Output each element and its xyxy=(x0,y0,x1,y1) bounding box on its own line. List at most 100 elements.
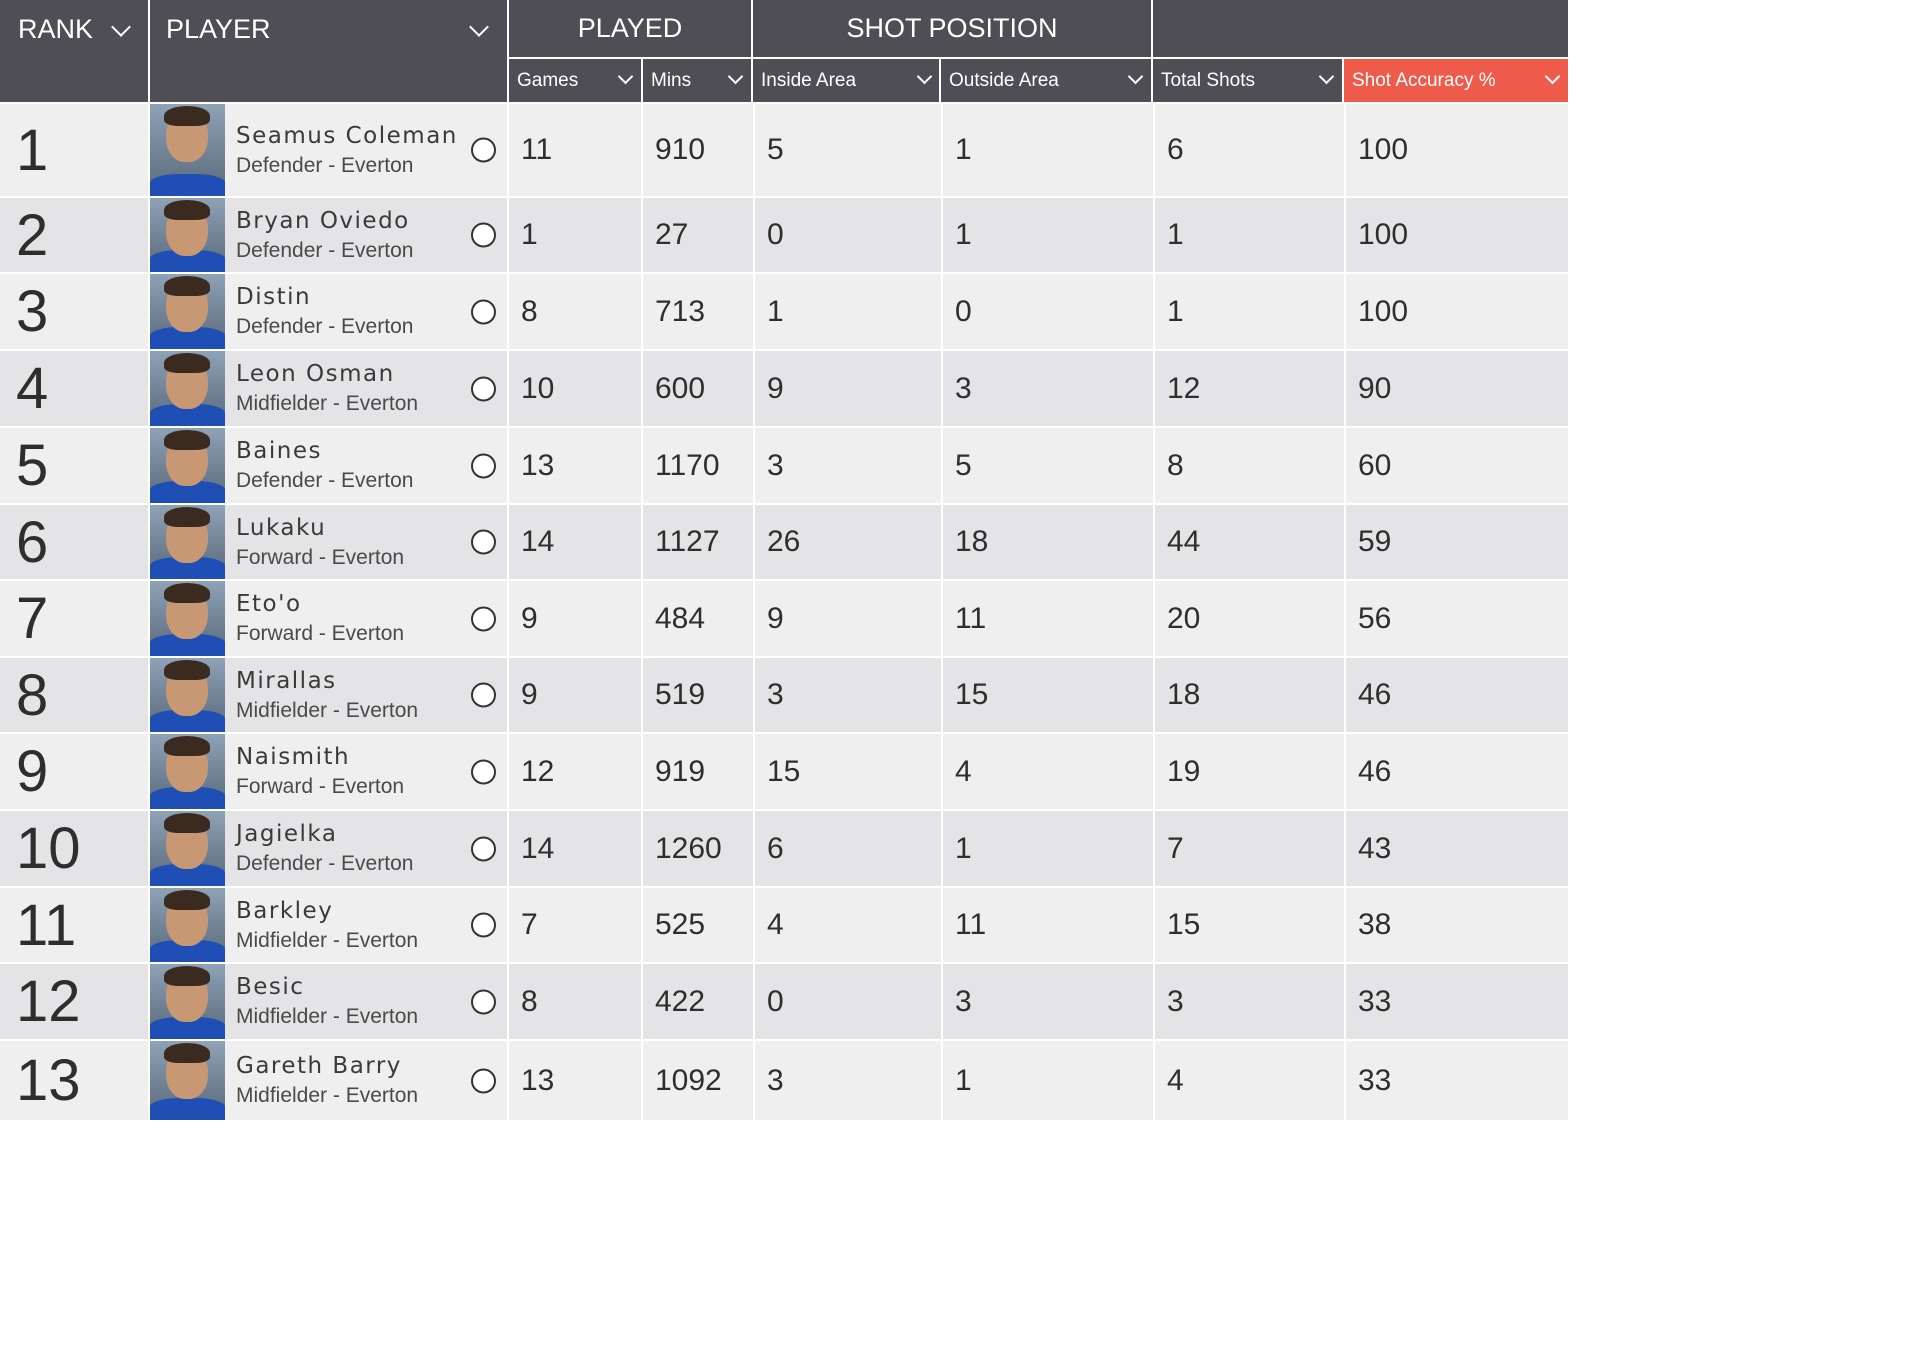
mins-cell: 422 xyxy=(643,964,755,1039)
player-cell[interactable]: Seamus Coleman Defender - Everton xyxy=(150,104,509,196)
player-name[interactable]: Mirallas xyxy=(236,667,337,694)
compare-radio[interactable] xyxy=(471,529,496,555)
outside-area-cell: 5 xyxy=(943,428,1155,503)
inside-area-cell: 9 xyxy=(755,581,943,656)
avatar-shirt xyxy=(150,634,225,656)
compare-radio[interactable] xyxy=(471,453,496,478)
player-name[interactable]: Leon Osman xyxy=(236,361,395,387)
shot-accuracy-cell: 56 xyxy=(1358,601,1392,635)
rank-value: 9 xyxy=(16,739,49,804)
chevron-down-icon[interactable] xyxy=(617,68,634,85)
player-name[interactable]: Bryan Oviedo xyxy=(236,207,410,234)
table-row[interactable]: 3 Distin Defender - Everton 8 713 1 0 1 … xyxy=(0,274,1568,349)
table-row[interactable]: 11 Barkley Midfielder - Everton 7 525 4 … xyxy=(0,888,1568,962)
player-role: Midfielder - Everton xyxy=(236,1005,419,1028)
player-cell[interactable]: Jagielka Defender - Everton xyxy=(150,811,509,886)
mins-header-label: Mins xyxy=(651,69,692,91)
table-row[interactable]: 7 Eto'o Forward - Everton 9 484 9 11 20 … xyxy=(0,581,1568,656)
total-shots-cell: 6 xyxy=(1155,104,1346,196)
player-cell[interactable]: Bryan Oviedo Defender - Everton xyxy=(150,198,509,272)
player-name[interactable]: Seamus Coleman xyxy=(236,122,458,149)
player-cell[interactable]: Leon Osman Midfielder - Everton xyxy=(150,351,509,426)
chevron-down-icon[interactable] xyxy=(916,68,933,85)
mins-cell: 919 xyxy=(643,734,755,809)
inside-area-header[interactable]: Inside Area xyxy=(753,59,939,102)
chevron-down-icon[interactable] xyxy=(1127,68,1144,85)
chevron-down-icon[interactable] xyxy=(727,68,744,85)
compare-radio[interactable] xyxy=(471,1068,496,1093)
table-row[interactable]: 12 Besic Midfielder - Everton 8 422 0 3 … xyxy=(0,964,1568,1039)
player-info: Bryan Oviedo Defender - Everton xyxy=(225,198,507,272)
total-shots-header-label: Total Shots xyxy=(1161,69,1255,91)
chevron-down-icon[interactable] xyxy=(1318,68,1335,85)
player-cell[interactable]: Gareth Barry Midfielder - Everton xyxy=(150,1041,509,1120)
total-shots-cell: 1 xyxy=(1155,274,1346,349)
chevron-down-icon[interactable] xyxy=(469,17,489,37)
shot-accuracy-header[interactable]: Shot Accuracy % xyxy=(1344,59,1568,102)
player-name[interactable]: Besic xyxy=(236,974,305,1000)
compare-radio[interactable] xyxy=(471,836,496,861)
player-cell[interactable]: Distin Defender - Everton xyxy=(150,274,509,349)
chevron-down-icon[interactable] xyxy=(111,17,131,37)
player-name[interactable]: Eto'o xyxy=(236,591,302,617)
player-role: Defender - Everton xyxy=(236,469,414,492)
compare-radio[interactable] xyxy=(471,222,496,248)
player-name[interactable]: Lukaku xyxy=(236,514,327,541)
mins-cell: 525 xyxy=(643,888,755,962)
table-row[interactable]: 4 Leon Osman Midfielder - Everton 10 600… xyxy=(0,351,1568,426)
games-header[interactable]: Games xyxy=(509,59,641,102)
outside-area-cell: 0 xyxy=(943,274,1155,349)
player-name[interactable]: Jagielka xyxy=(236,821,338,847)
player-avatar xyxy=(150,581,225,656)
compare-radio[interactable] xyxy=(471,606,496,631)
outside-area-cell: 4 xyxy=(943,734,1155,809)
avatar-hair xyxy=(164,583,210,603)
player-cell[interactable]: Lukaku Forward - Everton xyxy=(150,505,509,579)
table-row[interactable]: 8 Mirallas Midfielder - Everton 9 519 3 … xyxy=(0,658,1568,732)
table-row[interactable]: 2 Bryan Oviedo Defender - Everton 1 27 0… xyxy=(0,198,1568,272)
table-row[interactable]: 13 Gareth Barry Midfielder - Everton 13 … xyxy=(0,1041,1568,1120)
player-cell[interactable]: Eto'o Forward - Everton xyxy=(150,581,509,656)
player-cell[interactable]: Baines Defender - Everton xyxy=(150,428,509,503)
compare-radio[interactable] xyxy=(471,912,496,938)
player-role: Forward - Everton xyxy=(236,545,405,569)
compare-radio[interactable] xyxy=(471,137,496,163)
player-cell[interactable]: Barkley Midfielder - Everton xyxy=(150,888,509,962)
player-name[interactable]: Baines xyxy=(236,438,322,464)
avatar-shirt xyxy=(150,787,225,809)
outside-area-header[interactable]: Outside Area xyxy=(941,59,1151,102)
rank-header[interactable]: RANK xyxy=(0,0,148,102)
compare-radio[interactable] xyxy=(471,376,496,401)
player-header[interactable]: PLAYER xyxy=(150,0,507,102)
inside-area-cell: 0 xyxy=(755,198,943,272)
compare-radio[interactable] xyxy=(471,989,496,1014)
mins-header[interactable]: Mins xyxy=(643,59,751,102)
player-name[interactable]: Naismith xyxy=(236,744,351,770)
shot-accuracy-cell: 60 xyxy=(1358,448,1392,482)
player-name[interactable]: Distin xyxy=(236,284,312,310)
player-info: Lukaku Forward - Everton xyxy=(225,505,507,579)
compare-radio[interactable] xyxy=(471,682,496,708)
table-row[interactable]: 10 Jagielka Defender - Everton 14 1260 6… xyxy=(0,811,1568,886)
shot-accuracy-cell: 100 xyxy=(1358,294,1409,328)
player-name[interactable]: Barkley xyxy=(236,897,334,924)
outside-area-cell: 11 xyxy=(943,888,1155,962)
total-shots-header[interactable]: Total Shots xyxy=(1153,59,1342,102)
player-cell[interactable]: Mirallas Midfielder - Everton xyxy=(150,658,509,732)
rank-value: 11 xyxy=(16,892,77,958)
chevron-down-icon[interactable] xyxy=(1544,68,1561,85)
table-row[interactable]: 1 Seamus Coleman Defender - Everton 11 9… xyxy=(0,104,1568,196)
player-name[interactable]: Gareth Barry xyxy=(236,1053,402,1079)
player-role: Forward - Everton xyxy=(236,622,405,645)
table-row[interactable]: 9 Naismith Forward - Everton 12 919 15 4… xyxy=(0,734,1568,809)
player-info: Baines Defender - Everton xyxy=(225,428,507,503)
games-cell: 14 xyxy=(509,811,643,886)
compare-radio[interactable] xyxy=(471,299,496,324)
player-cell[interactable]: Naismith Forward - Everton xyxy=(150,734,509,809)
compare-radio[interactable] xyxy=(471,759,496,784)
player-role: Defender - Everton xyxy=(236,153,414,177)
table-row[interactable]: 5 Baines Defender - Everton 13 1170 3 5 … xyxy=(0,428,1568,503)
table-row[interactable]: 6 Lukaku Forward - Everton 14 1127 26 18… xyxy=(0,505,1568,579)
player-cell[interactable]: Besic Midfielder - Everton xyxy=(150,964,509,1039)
total-shots-cell: 8 xyxy=(1155,428,1346,503)
